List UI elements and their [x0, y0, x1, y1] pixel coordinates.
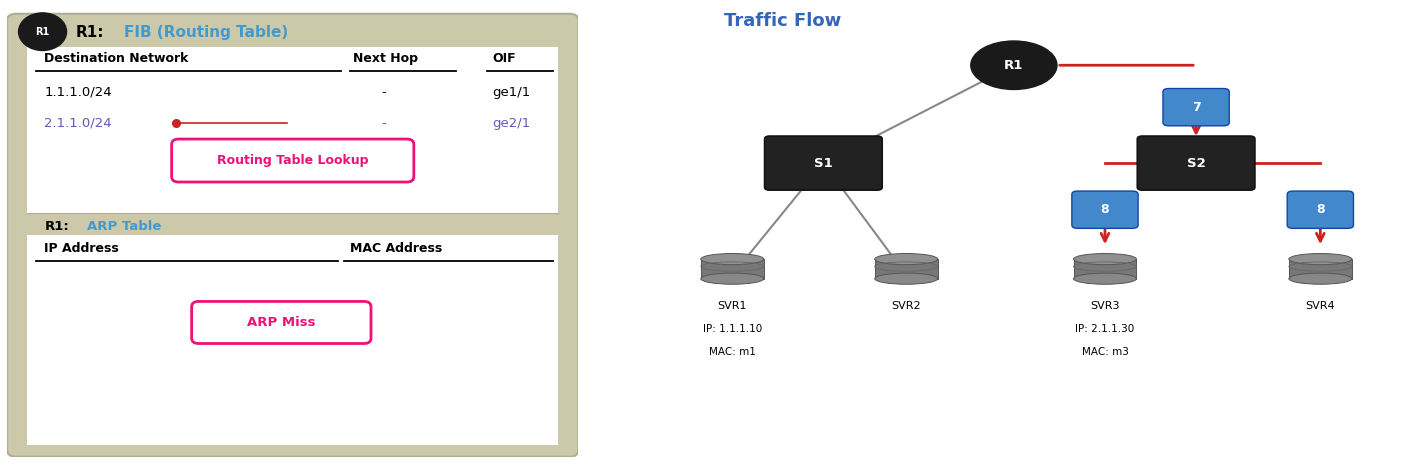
Bar: [875, 259, 938, 279]
Bar: [1074, 259, 1137, 279]
Text: R1:: R1:: [76, 25, 104, 40]
Text: 2.1.1.0/24: 2.1.1.0/24: [44, 117, 111, 130]
Text: MAC: m3: MAC: m3: [1081, 347, 1128, 357]
Text: -: -: [381, 86, 386, 99]
FancyBboxPatch shape: [1137, 136, 1255, 190]
Text: S2: S2: [1187, 157, 1205, 170]
Ellipse shape: [875, 254, 938, 265]
Ellipse shape: [701, 273, 764, 284]
Text: MAC: m1: MAC: m1: [708, 347, 755, 357]
Ellipse shape: [1289, 273, 1352, 284]
Circle shape: [19, 13, 67, 50]
FancyBboxPatch shape: [1287, 191, 1354, 228]
Text: Destination Network: Destination Network: [44, 52, 188, 65]
Text: -: -: [381, 117, 386, 130]
Text: IP Address: IP Address: [44, 242, 119, 255]
Text: R1: R1: [1004, 59, 1024, 72]
Bar: [701, 259, 764, 279]
Ellipse shape: [1289, 254, 1352, 265]
Text: ARP Table: ARP Table: [87, 220, 161, 233]
Text: 8: 8: [1317, 203, 1325, 216]
Bar: [1289, 259, 1352, 279]
Text: R1: R1: [36, 27, 50, 37]
Ellipse shape: [1074, 273, 1137, 284]
Text: IP: 2.1.1.30: IP: 2.1.1.30: [1075, 324, 1135, 334]
Circle shape: [971, 41, 1057, 89]
Text: Routing Table Lookup: Routing Table Lookup: [217, 154, 368, 167]
FancyBboxPatch shape: [27, 235, 558, 445]
Text: MAC Address: MAC Address: [350, 242, 443, 255]
FancyBboxPatch shape: [27, 48, 558, 213]
Text: SVR2: SVR2: [891, 301, 921, 310]
Text: SVR1: SVR1: [717, 301, 747, 310]
Text: Next Hop: Next Hop: [353, 52, 418, 65]
Text: 1.1.1.0/24: 1.1.1.0/24: [44, 86, 111, 99]
Text: OIF: OIF: [493, 52, 517, 65]
FancyBboxPatch shape: [191, 302, 371, 343]
FancyBboxPatch shape: [7, 14, 578, 457]
Text: ge2/1: ge2/1: [493, 117, 531, 130]
Ellipse shape: [875, 273, 938, 284]
Text: ARP Miss: ARP Miss: [247, 316, 316, 329]
Ellipse shape: [1074, 254, 1137, 265]
Text: R1:: R1:: [44, 220, 69, 233]
FancyBboxPatch shape: [171, 139, 414, 182]
FancyBboxPatch shape: [1072, 191, 1138, 228]
Text: ge1/1: ge1/1: [493, 86, 531, 99]
Ellipse shape: [701, 254, 764, 265]
Text: SVR4: SVR4: [1305, 301, 1335, 310]
Text: SVR3: SVR3: [1090, 301, 1120, 310]
Text: S1: S1: [814, 157, 833, 170]
Text: 8: 8: [1101, 203, 1110, 216]
Text: 7: 7: [1192, 101, 1201, 114]
Text: Traffic Flow: Traffic Flow: [724, 12, 841, 30]
FancyBboxPatch shape: [1162, 89, 1230, 126]
Text: IP: 1.1.1.10: IP: 1.1.1.10: [703, 324, 763, 334]
FancyBboxPatch shape: [764, 136, 883, 190]
Text: FIB (Routing Table): FIB (Routing Table): [124, 25, 288, 40]
